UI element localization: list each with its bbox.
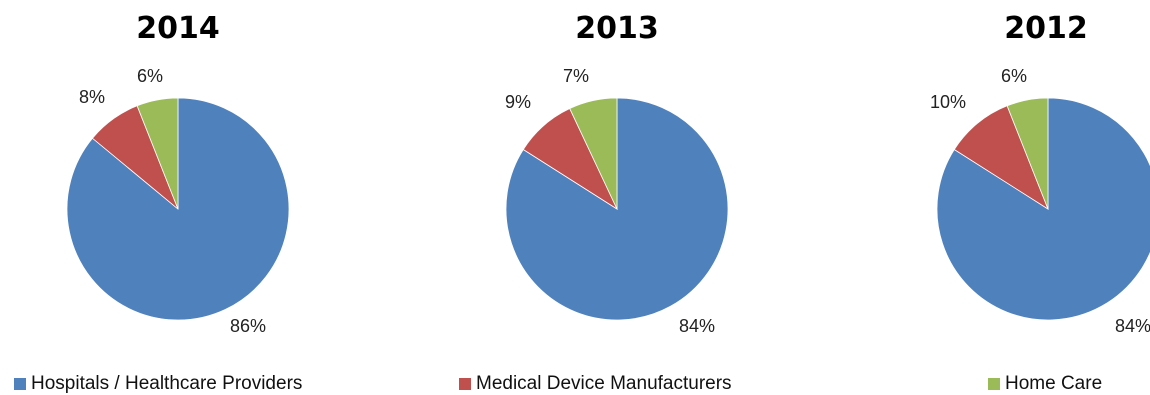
slice-label-home-care: 6% bbox=[137, 66, 163, 86]
chart-title: 2014 bbox=[136, 11, 220, 46]
slice-label-device-manufacturers: 10% bbox=[930, 92, 966, 112]
slice-label-device-manufacturers: 8% bbox=[79, 87, 105, 107]
legend-swatch-hospitals bbox=[14, 378, 26, 390]
legend-label-hospitals: Hospitals / Healthcare Providers bbox=[31, 373, 303, 394]
pie-chart-2013: 2013 84% 9% 7% bbox=[505, 11, 729, 336]
chart-title: 2012 bbox=[1004, 11, 1088, 46]
chart-title: 2013 bbox=[575, 11, 659, 46]
slice-label-home-care: 6% bbox=[1001, 66, 1027, 86]
legend-item-device-manufacturers: Medical Device Manufacturers bbox=[459, 373, 732, 395]
legend-swatch-device-manufacturers bbox=[459, 378, 471, 390]
pie-chart-2014: 2014 86% 8% 6% bbox=[66, 11, 290, 336]
legend-swatch-home-care bbox=[988, 378, 1000, 390]
legend-item-home-care: Home Care bbox=[988, 373, 1102, 395]
legend: Hospitals / Healthcare Providers Medical… bbox=[0, 373, 1150, 395]
slice-label-home-care: 7% bbox=[563, 66, 589, 86]
legend-label-device-manufacturers: Medical Device Manufacturers bbox=[476, 373, 732, 394]
pie-slice-hospitals bbox=[936, 97, 1150, 321]
pie-slice-home-care bbox=[569, 97, 618, 210]
slice-label-hospitals: 84% bbox=[1115, 316, 1150, 336]
pie-chart-2012: 2012 84% 10% 6% bbox=[930, 11, 1150, 336]
pie-slice-home-care bbox=[136, 97, 179, 210]
slice-label-hospitals: 84% bbox=[679, 316, 715, 336]
pie-slice-home-care bbox=[1006, 97, 1049, 210]
slice-label-hospitals: 86% bbox=[230, 316, 266, 336]
legend-label-home-care: Home Care bbox=[1005, 373, 1103, 394]
legend-item-hospitals: Hospitals / Healthcare Providers bbox=[14, 373, 302, 395]
slice-label-device-manufacturers: 9% bbox=[505, 92, 531, 112]
